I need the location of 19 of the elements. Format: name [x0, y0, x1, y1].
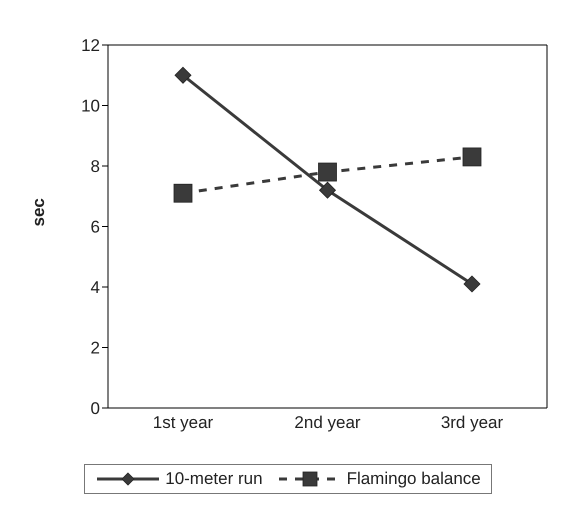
y-tick-label: 6 — [90, 218, 100, 237]
y-tick-label: 2 — [90, 338, 100, 358]
y-tick-label: 4 — [90, 278, 100, 298]
y-tick-label: 10 — [81, 96, 100, 116]
point — [464, 276, 480, 292]
point — [318, 162, 337, 182]
y-axis-title: sec — [29, 198, 48, 226]
legend-label: 10-meter run — [165, 469, 263, 489]
x-tick-label: 3rd year — [440, 413, 504, 432]
point — [174, 184, 192, 203]
x-tick-label: 1st year — [152, 413, 214, 432]
y-tick-label: 12 — [81, 36, 100, 56]
y-tick-label: 8 — [90, 157, 100, 176]
x-tick-label: 2nd year — [294, 413, 361, 432]
point — [462, 148, 482, 166]
point — [174, 66, 192, 84]
legend-label: Flamingo balance — [346, 469, 481, 489]
point — [319, 182, 336, 199]
y-tick-label: 0 — [90, 399, 100, 418]
